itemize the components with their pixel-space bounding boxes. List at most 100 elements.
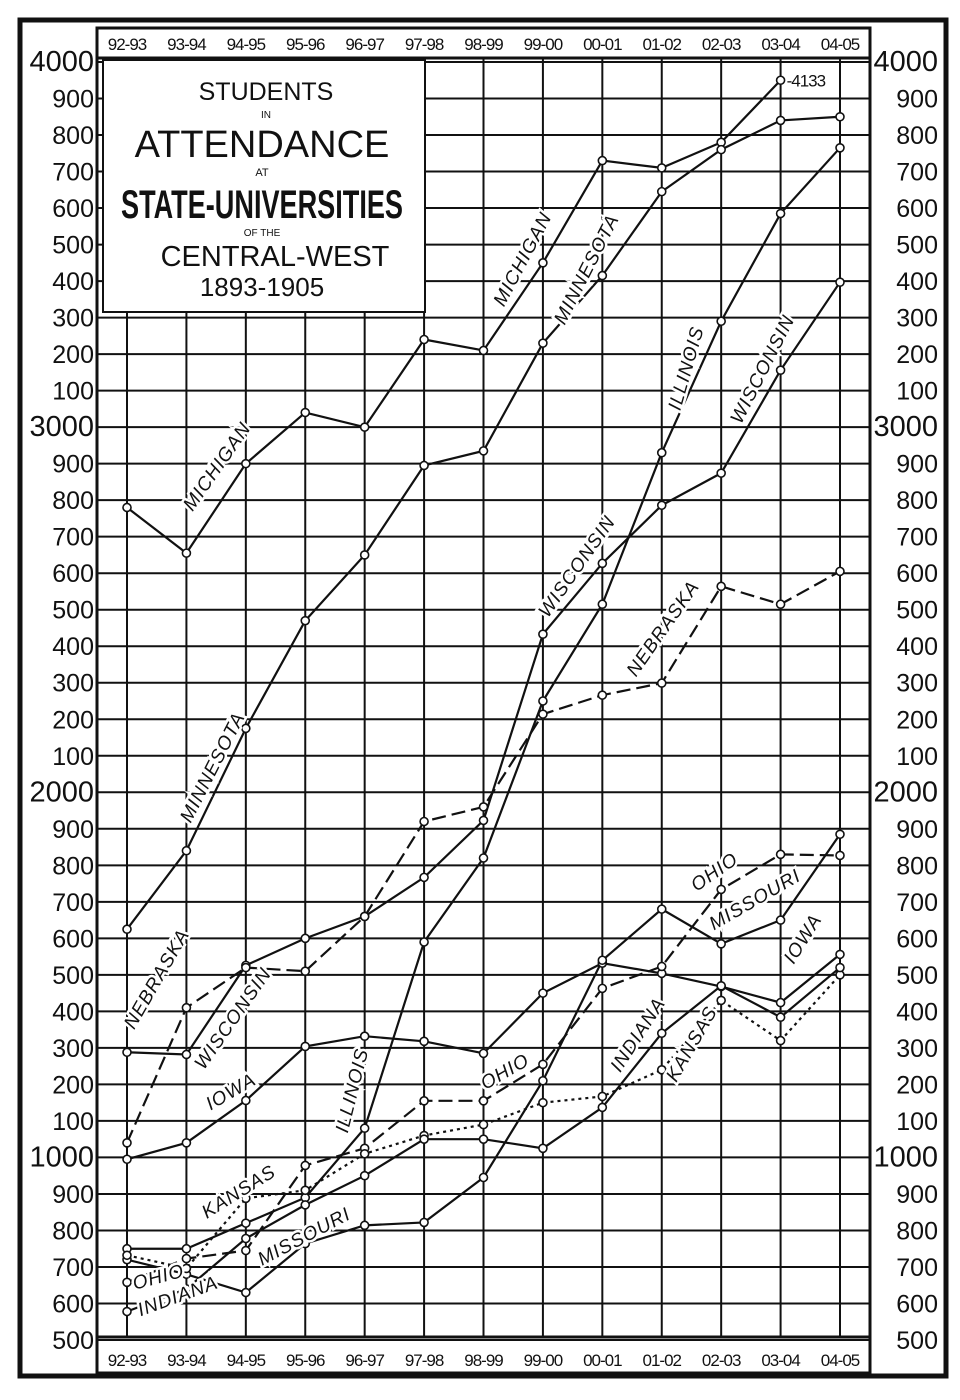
y-tick-label-right: 800 [896,1217,938,1245]
series-label-kansas: KANSAS [662,1003,722,1085]
data-point-minnesota [538,338,548,348]
series-label-michigan: MICHIGAN [490,209,557,310]
data-point-ohio [716,884,726,895]
data-point-kansas [478,1119,489,1130]
data-point-kansas [716,995,726,1006]
series-label-nebraska: NEBRASKA [120,926,194,1033]
y-tick-label-right: 700 [896,1254,938,1282]
y-tick-label-right: 2000 [873,776,938,808]
x-tick-label-bottom: 98-99 [464,1351,503,1370]
data-point-indiana [716,981,726,991]
title-box: STUDENTS IN ATTENDANCE AT STATE-UNIVERSI… [102,59,426,313]
data-point-kansas [241,1193,251,1204]
data-point-indiana [478,1134,489,1144]
y-tick-label-right: 500 [896,1327,938,1355]
y-tick-label-left: 3000 [29,411,94,443]
y-tick-label-left: 500 [52,232,94,260]
data-point-michigan [122,502,132,513]
y-tick-label-right: 400 [896,998,938,1026]
data-point-indiana [122,1306,132,1317]
y-tick-label-left: 700 [52,1254,94,1282]
x-tick-label-bottom: 92-93 [108,1351,147,1370]
data-point-indiana [359,1170,370,1181]
data-point-ohio [300,1160,311,1171]
y-tick-label-left: 400 [52,998,94,1026]
data-point-wisconsin [181,1049,192,1060]
data-point-kansas [597,1091,608,1102]
series-line-michigan [126,79,782,555]
x-tick-label-bottom: 96-97 [345,1351,384,1370]
data-point-ohio [478,1096,489,1106]
data-point-missouri [359,1220,370,1231]
data-point-iowa [775,997,786,1008]
data-point-missouri [419,1217,429,1228]
y-tick-label-left: 900 [52,1181,94,1209]
data-point-nebraska [656,678,667,688]
data-point-kansas [538,1097,548,1108]
data-point-nebraska [241,962,251,973]
series-label-iowa: IOWA [202,1070,260,1115]
data-point-wisconsin [716,468,726,478]
y-tick-label-left: 500 [52,962,94,990]
x-tick-label-top: 02-03 [702,35,741,54]
x-tick-label-bottom: 00-01 [583,1351,622,1370]
series-label-nebraska: NEBRASKA [623,577,704,680]
data-point-ohio [656,961,667,972]
y-tick-label-left: 200 [52,1071,94,1099]
data-point-ohio [775,849,786,860]
y-tick-label-left: 400 [52,268,94,296]
data-point-indiana [300,1200,311,1210]
y-tick-label-left: 600 [52,1290,94,1318]
data-point-missouri [835,829,845,840]
data-point-missouri [300,1238,311,1249]
x-tick-label-bottom: 99-00 [524,1351,563,1370]
y-tick-label-left: 400 [52,633,94,661]
data-point-illinois [419,937,429,947]
data-point-iowa [478,1048,489,1059]
annotation-4133: -4133 [787,71,826,90]
y-tick-label-left: 300 [52,1035,94,1063]
data-point-minnesota [181,845,192,856]
data-point-missouri [597,955,608,966]
data-point-minnesota [835,111,845,122]
data-point-wisconsin [478,815,489,826]
y-tick-label-right: 1000 [873,1141,938,1173]
data-point-kansas [122,1250,132,1261]
y-tick-label-right: 500 [896,232,938,260]
y-tick-label-right: 900 [896,451,938,479]
title-line-4: AT [255,167,269,179]
y-tick-label-left: 2000 [29,776,94,808]
y-tick-label-left: 500 [52,1327,94,1355]
data-point-nebraska [775,599,786,610]
data-point-wisconsin [419,872,429,883]
data-point-michigan [181,548,192,558]
data-point-illinois [835,143,845,153]
y-tick-label-right: 100 [896,743,938,771]
x-tick-label-bottom: 94-95 [227,1351,266,1370]
data-point-illinois [597,599,608,610]
data-point-nebraska [300,966,311,977]
series-label-minnesota: MINNESOTA [550,211,623,328]
data-point-michigan [597,155,608,166]
data-point-kansas [656,1064,667,1075]
axis-ticks: 4000 4000 900 900 800 800 700 700 600 600 500 500 40… [29,35,938,1370]
y-tick-label-left: 800 [52,487,94,515]
data-point-iowa [835,949,845,960]
series-label-illinois: ILLINOIS [665,324,709,413]
y-tick-label-right: 600 [896,1290,938,1318]
x-tick-label-bottom: 97-98 [405,1351,444,1370]
data-point-nebraska [538,709,548,719]
y-tick-label-right: 800 [896,487,938,515]
data-point-wisconsin [597,558,608,569]
series-label-ohio: OHIO [687,849,742,896]
data-point-iowa [359,1031,370,1042]
data-point-minnesota [359,550,370,560]
y-tick-label-left: 800 [52,122,94,150]
data-point-kansas [300,1185,311,1196]
y-tick-label-right: 700 [896,889,938,917]
y-tick-label-right: 300 [896,670,938,698]
x-tick-label-top: 99-00 [524,35,563,54]
data-point-illinois [656,447,667,458]
data-point-iowa [181,1138,192,1148]
